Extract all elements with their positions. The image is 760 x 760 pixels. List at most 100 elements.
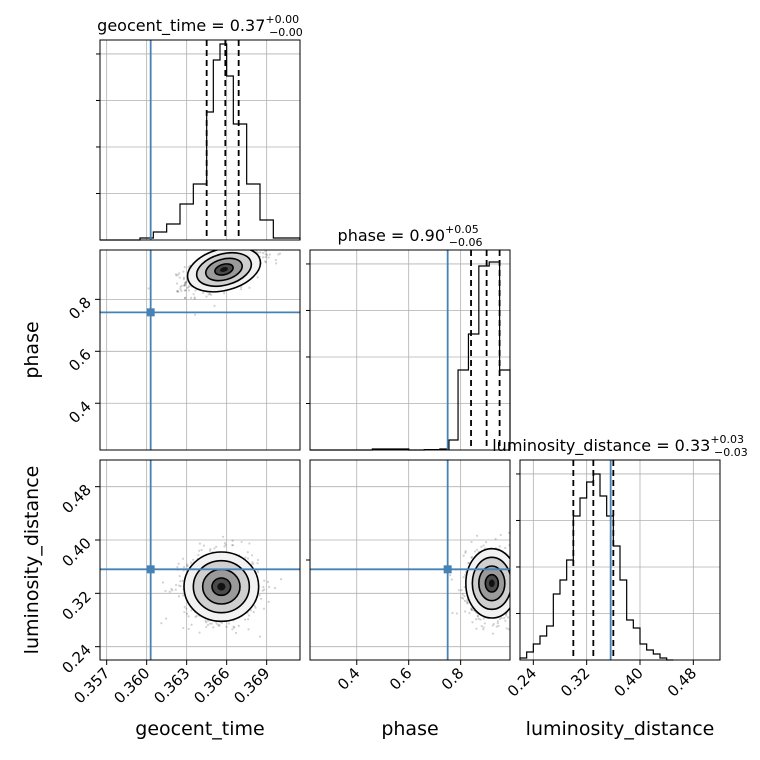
x-tick-label: 0.8 [438, 664, 468, 694]
density-level [488, 579, 495, 588]
sample-point [480, 625, 483, 628]
sample-point [240, 242, 242, 244]
sample-point [218, 623, 221, 627]
sample-point [202, 291, 205, 295]
y-tick-label: 0.32 [58, 587, 94, 623]
sample-point [280, 578, 283, 581]
sample-point [465, 600, 469, 603]
x-tick-label: 0.48 [664, 664, 700, 700]
sample-point [505, 627, 508, 630]
histogram-layer [100, 43, 674, 661]
sample-point [248, 542, 251, 545]
sample-point [268, 253, 271, 256]
sample-point [462, 554, 465, 557]
sample-point [186, 565, 189, 568]
sample-point [511, 588, 513, 590]
x-tick-label: 0.369 [230, 664, 273, 707]
histogram-geocent_time [100, 43, 301, 241]
sample-point [187, 615, 190, 618]
sample-point [466, 601, 469, 604]
sample-point [164, 589, 167, 593]
sample-point [475, 548, 479, 551]
sample-point [190, 623, 193, 626]
sample-point [512, 574, 514, 576]
sample-point [210, 293, 213, 296]
sample-point [221, 535, 225, 538]
sample-point [198, 549, 201, 552]
sample-point [258, 594, 261, 597]
sample-point [179, 285, 182, 289]
sample-point [208, 622, 212, 625]
sample-point [210, 622, 213, 625]
sample-point [232, 625, 235, 628]
sample-point [252, 562, 255, 565]
sample-point [182, 284, 186, 287]
sample-point [231, 544, 234, 547]
sample-point [513, 588, 515, 590]
panel-frame [99, 249, 301, 451]
sample-point [175, 583, 178, 587]
sample-point [268, 585, 271, 589]
sample-point [507, 531, 510, 534]
sample-point [240, 540, 243, 544]
sample-point [178, 575, 181, 578]
sample-point [234, 245, 236, 247]
sample-point [497, 624, 500, 628]
sample-point [239, 244, 241, 246]
x-tick-label: 0.6 [386, 664, 416, 694]
sample-point [476, 534, 479, 537]
sample-point [175, 282, 179, 285]
sample-point [234, 631, 238, 634]
sample-point [511, 569, 513, 571]
sample-point [246, 557, 250, 560]
sample-point [185, 280, 188, 283]
sample-point [223, 545, 226, 548]
sample-point [476, 615, 480, 618]
sample-point [470, 608, 473, 611]
sample-point [178, 584, 181, 587]
sample-point [494, 537, 497, 541]
sample-point [207, 293, 210, 296]
sample-point [504, 546, 507, 550]
y-tick-label: 0.6 [65, 345, 95, 375]
sample-point [467, 561, 470, 565]
sample-point [517, 561, 519, 563]
sample-point [255, 250, 258, 253]
sample-point [224, 543, 227, 547]
sample-point [179, 580, 182, 583]
x-tick-label: 0.366 [190, 664, 233, 707]
title-phase: phase = 0.90+0.05 −0.06 [338, 223, 483, 249]
sample-point [515, 572, 517, 574]
truth-marker [146, 565, 155, 574]
sample-point [259, 240, 261, 242]
sample-point [498, 545, 501, 548]
sample-point [513, 588, 515, 590]
sample-point [523, 595, 525, 597]
y-tick-label: 0.40 [58, 534, 94, 570]
sample-point [512, 573, 514, 575]
sample-point [184, 282, 187, 285]
sample-point [455, 612, 459, 615]
sample-point [175, 274, 178, 277]
sample-point [189, 296, 193, 299]
sample-point [507, 628, 510, 631]
sample-point [450, 578, 453, 581]
sample-point [147, 287, 150, 290]
sample-point [249, 248, 251, 250]
sample-point [495, 625, 498, 628]
sample-point [177, 595, 181, 598]
sample-point [220, 621, 224, 624]
sample-point [470, 540, 473, 544]
sample-point [516, 550, 518, 552]
sample-point [182, 276, 186, 279]
sample-point [184, 282, 187, 285]
sample-point [273, 587, 277, 590]
sample-point [215, 545, 218, 548]
sample-point [193, 296, 196, 299]
y-axis-label-luminosity_distance: luminosity_distance [21, 466, 43, 655]
truth-quantile-layer [100, 40, 615, 660]
sample-point [520, 576, 522, 578]
sample-point [528, 562, 530, 564]
sample-point [245, 246, 247, 248]
sample-point [183, 283, 187, 287]
